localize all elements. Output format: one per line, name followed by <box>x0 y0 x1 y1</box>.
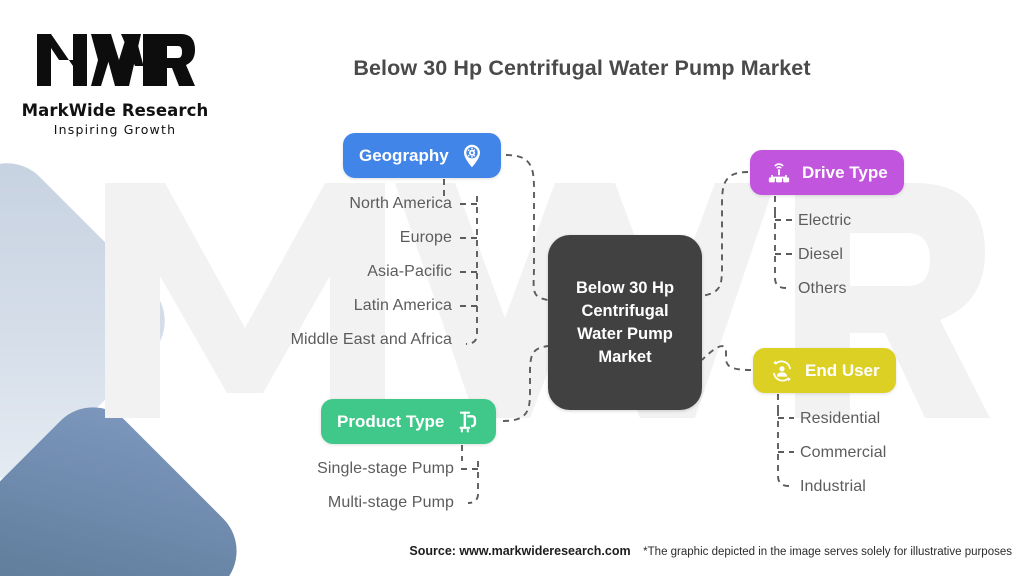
leaf-geography-europe[interactable]: Europe <box>399 229 452 246</box>
spine-geography <box>465 196 478 345</box>
map-pin-gear-icon <box>463 144 480 167</box>
connector-drivetype-hub <box>701 171 749 297</box>
disclaimer-note: *The graphic depicted in the image serve… <box>643 546 1012 558</box>
mwr-monogram-icon <box>37 34 195 86</box>
connector-producttype-hub <box>502 345 549 422</box>
central-hub-label: Below 30 Hp Centrifugal Water Pump Marke… <box>575 278 675 366</box>
category-label-end-user: End User <box>805 360 880 380</box>
user-cycle-icon <box>773 360 791 381</box>
leaf-geography-middle-east-and-africa[interactable]: Middle East and Africa <box>290 331 452 348</box>
connector-enduser-hub <box>701 345 752 371</box>
network-wifi-icon <box>768 162 790 182</box>
spine-enduser <box>777 410 790 487</box>
leaf-drive-type-diesel[interactable]: Diesel <box>798 246 844 263</box>
leaf-drive-type-electric[interactable]: Electric <box>798 212 852 229</box>
connector-geography-hub <box>505 154 549 301</box>
category-pill-geography[interactable]: Geography <box>343 133 501 178</box>
water-pump-icon <box>460 411 477 432</box>
central-hub-node[interactable]: Below 30 Hp Centrifugal Water Pump Marke… <box>548 235 702 410</box>
brand-logo: MarkWide Research Inspiring Growth <box>20 30 210 137</box>
category-pill-end-user[interactable]: End User <box>753 348 896 393</box>
logo-tagline: Inspiring Growth <box>53 122 177 137</box>
leaf-end-user-residential[interactable]: Residential <box>800 410 881 427</box>
leaf-drive-type-others[interactable]: Others <box>798 280 847 297</box>
source-note[interactable]: Source: www.markwideresearch.com <box>409 544 631 558</box>
leaf-geography-north-america[interactable]: North America <box>349 195 452 212</box>
logo-mark-icon <box>20 30 210 98</box>
leaf-end-user-industrial[interactable]: Industrial <box>800 478 866 495</box>
spine-producttype <box>467 461 479 504</box>
leaf-product-type-single-stage-pump[interactable]: Single-stage Pump <box>317 460 454 477</box>
page-title: Below 30 Hp Centrifugal Water Pump Marke… <box>353 56 811 80</box>
leaf-product-type-multi-stage-pump[interactable]: Multi-stage Pump <box>327 494 454 511</box>
category-pill-product-type[interactable]: Product Type <box>321 399 497 444</box>
category-label-product-type: Product Type <box>337 411 445 431</box>
category-pill-drive-type[interactable]: Drive Type <box>750 150 904 195</box>
category-label-geography: Geography <box>359 145 449 165</box>
leaf-geography-asia-pacific[interactable]: Asia-Pacific <box>367 263 452 280</box>
spine-drivetype <box>774 212 787 289</box>
leaf-geography-latin-america[interactable]: Latin America <box>353 297 452 314</box>
leaf-end-user-commercial[interactable]: Commercial <box>800 444 887 461</box>
category-label-drive-type: Drive Type <box>802 162 888 182</box>
logo-company-name: MarkWide Research <box>21 101 209 120</box>
